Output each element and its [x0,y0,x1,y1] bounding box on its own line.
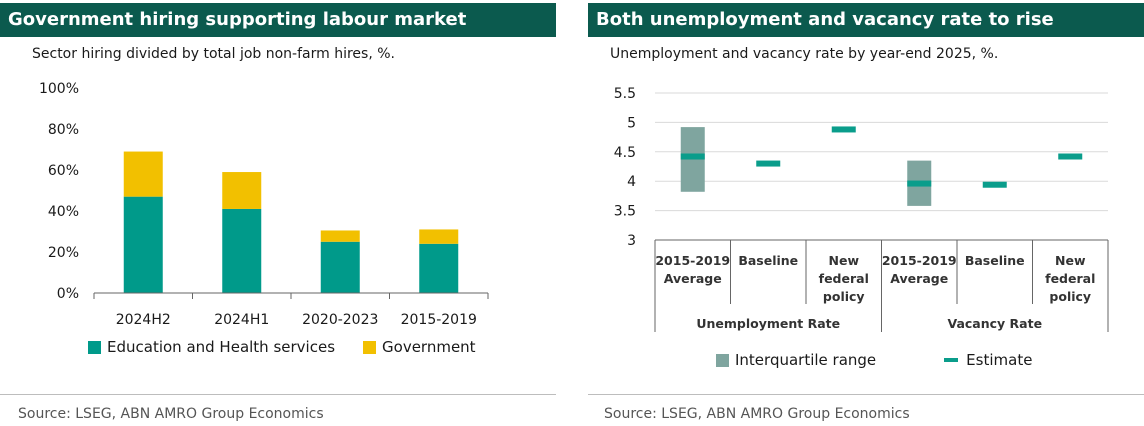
x-category-label: federal [819,271,869,286]
x-category-label: 2020-2023 [302,312,378,328]
y-tick-label: 100% [39,81,79,97]
y-tick-label: 4 [627,174,636,190]
education-legend-swatch [88,340,101,354]
x-category-label: federal [1045,271,1095,286]
right-chart-panel: Both unemployment and vacancy rate to ri… [588,0,1144,426]
left-chart-subtitle: Sector hiring divided by total job non-f… [32,46,395,62]
x-category-label: Average [890,271,948,286]
left-legend: Education and Health services Government [88,338,476,356]
government-legend-swatch [363,340,377,354]
x-category-label: Baseline [965,253,1025,268]
education-bar [123,196,163,293]
right-source-note: Source: LSEG, ABN AMRO Group Economics [604,406,910,422]
left-footer-divider [0,394,556,395]
right-chart-title: Both unemployment and vacancy rate to ri… [588,3,1144,37]
x-category-label: policy [823,289,865,304]
estimate-marker [982,181,1007,188]
y-tick-label: 80% [48,122,79,138]
y-tick-label: 4.5 [614,145,636,161]
right-footer-divider [588,394,1144,395]
x-category-label: Baseline [738,253,798,268]
education-legend-label: Education and Health services [107,338,336,356]
group-label: Unemployment Rate [696,316,840,331]
x-category-label: Average [664,271,722,286]
group-label: Vacancy Rate [947,316,1042,331]
y-tick-label: 20% [48,245,79,261]
y-tick-label: 5.5 [614,86,636,102]
x-category-label: New [1055,253,1086,268]
estimate-legend-swatch [944,358,959,362]
estimate-marker [907,180,932,187]
right-legend: Interquartile range Estimate [716,351,1032,369]
government-bar [222,172,262,209]
y-tick-label: 3.5 [614,204,636,220]
y-tick-label: 60% [48,163,79,179]
y-tick-label: 40% [48,204,79,220]
government-bar [320,230,360,242]
government-bar [123,151,163,197]
education-bar [222,208,262,293]
education-bar [320,241,360,293]
government-legend-label: Government [382,338,476,356]
left-bar-chart: 0% 20% 40% 60% 80% 100% 2024H2 2024H1 2020-2023 2… [39,81,489,328]
estimate-marker [756,160,781,167]
x-category-label: 2024H1 [214,312,269,328]
x-category-label: policy [1049,289,1091,304]
right-chart-subtitle: Unemployment and vacancy rate by year-en… [610,46,999,62]
estimate-marker [1058,153,1083,160]
x-category-label: 2024H2 [116,312,171,328]
estimate-marker [680,153,705,160]
estimate-marker [831,126,856,133]
iqr-legend-swatch [716,353,729,367]
left-chart-panel: Government hiring supporting labour mark… [0,0,556,426]
x-category-label: 2015-2019 [882,253,957,268]
estimate-legend-label: Estimate [966,351,1033,369]
government-bar [419,229,459,244]
x-category-label: 2015-2019 [401,312,477,328]
education-bar [419,243,459,293]
right-range-chart: 3 3.5 4 4.5 5 5.5 2015-2019 Average Baseline New f… [614,86,1109,332]
left-chart-title: Government hiring supporting labour mark… [0,3,556,37]
x-category-label: 2015-2019 [655,253,730,268]
iqr-legend-label: Interquartile range [735,351,877,369]
left-source-note: Source: LSEG, ABN AMRO Group Economics [18,406,324,422]
y-tick-label: 3 [627,233,636,249]
x-category-label: New [829,253,860,268]
y-tick-label: 5 [627,115,636,131]
y-tick-label: 0% [57,286,79,302]
